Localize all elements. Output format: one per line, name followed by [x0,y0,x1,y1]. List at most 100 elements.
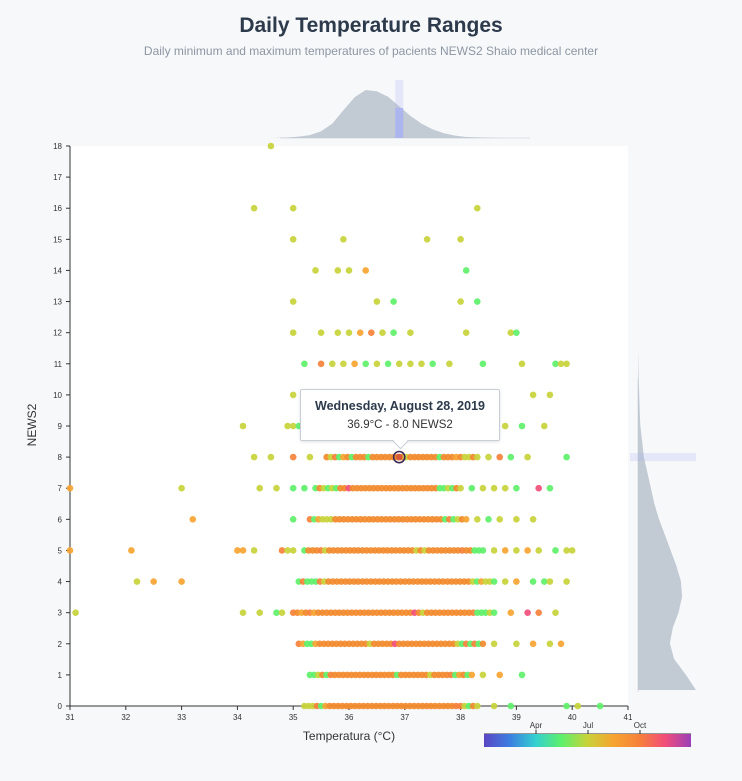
y-tick-label: 2 [58,640,63,649]
data-point [289,391,297,399]
x-tick-label: 41 [624,713,633,722]
data-point [289,453,297,461]
data-point [390,298,397,305]
x-axis-title: Temperatura (°C) [303,729,395,743]
data-point [278,609,286,616]
data-point [362,360,370,368]
data-point [284,547,291,554]
data-point [278,547,286,554]
data-point [178,578,185,585]
data-point [66,547,74,554]
y-tick-label: 15 [53,235,62,244]
highlighted-point[interactable] [392,450,406,464]
data-point [524,453,531,461]
data-point [329,360,336,368]
data-point [289,298,297,305]
color-legend-tick-label: Apr [530,721,543,730]
data-point [457,298,464,305]
data-point [529,640,537,648]
y-tick-label: 5 [58,546,63,555]
y-density-area [638,347,696,690]
data-point [239,609,247,616]
data-point [468,671,476,679]
data-point [485,516,492,523]
y-tick-label: 1 [58,671,63,680]
y-tick-label: 7 [58,484,63,493]
data-point [535,547,542,554]
data-point [490,484,498,492]
data-point [150,578,157,585]
data-point [490,578,498,585]
data-point [546,391,554,399]
data-point [479,547,487,554]
data-point [568,547,576,554]
data-point [513,329,520,336]
y-tick-label: 18 [53,142,62,151]
data-point [563,453,570,461]
y-tick-label: 3 [58,609,63,618]
data-point [496,453,504,461]
data-point [267,453,275,461]
data-point [128,547,135,554]
data-point [479,640,487,648]
data-point [250,204,258,212]
y-axis-title: NEWS2 [25,403,39,446]
data-point [474,204,481,212]
data-point [474,516,481,523]
data-point [552,609,559,616]
color-legend-tick-label: Jul [583,721,593,730]
data-point [485,453,492,461]
color-legend: Apr Jul Oct [484,721,691,747]
y-tick-label: 6 [58,515,63,524]
data-point [513,547,520,554]
data-point [496,516,504,523]
x-tick-label: 34 [233,713,242,722]
data-point [301,360,308,368]
data-point [501,422,509,430]
data-point [507,702,515,710]
data-point [273,609,280,616]
data-point [462,267,470,274]
data-point [563,547,570,554]
data-point [501,547,509,554]
data-point [345,267,353,274]
data-point [518,360,526,368]
data-point [407,329,414,336]
scatter-points[interactable] [66,142,604,710]
x-tick-label: 38 [456,713,465,722]
data-point [546,640,554,648]
data-point [373,298,381,305]
y-tick-label: 0 [58,702,63,711]
data-point [474,453,481,461]
data-point [501,484,509,492]
data-point [552,547,559,554]
data-point [496,671,504,679]
data-point [490,640,498,648]
data-point [474,702,481,710]
data-point [340,360,347,368]
data-point [574,702,582,710]
x-tick-label: 39 [512,713,521,722]
data-point [306,453,314,461]
data-point [234,547,241,554]
data-point [557,360,565,368]
data-point [356,329,364,336]
data-point [468,484,476,492]
data-point [256,609,264,616]
data-point [301,484,308,492]
x-density-plot [270,80,530,139]
data-point [529,578,537,585]
data-point [390,329,397,336]
x-tick-label: 37 [400,713,409,722]
tooltip-values: 36.9°C - 8.0 NEWS2 [347,419,453,431]
data-point [490,547,498,554]
data-point [507,329,515,336]
y-tick-label: 13 [53,298,62,307]
data-point [250,453,258,461]
data-point [239,547,247,554]
data-point [72,609,79,616]
data-point [563,360,570,368]
data-point [513,516,520,523]
data-point [395,360,403,368]
